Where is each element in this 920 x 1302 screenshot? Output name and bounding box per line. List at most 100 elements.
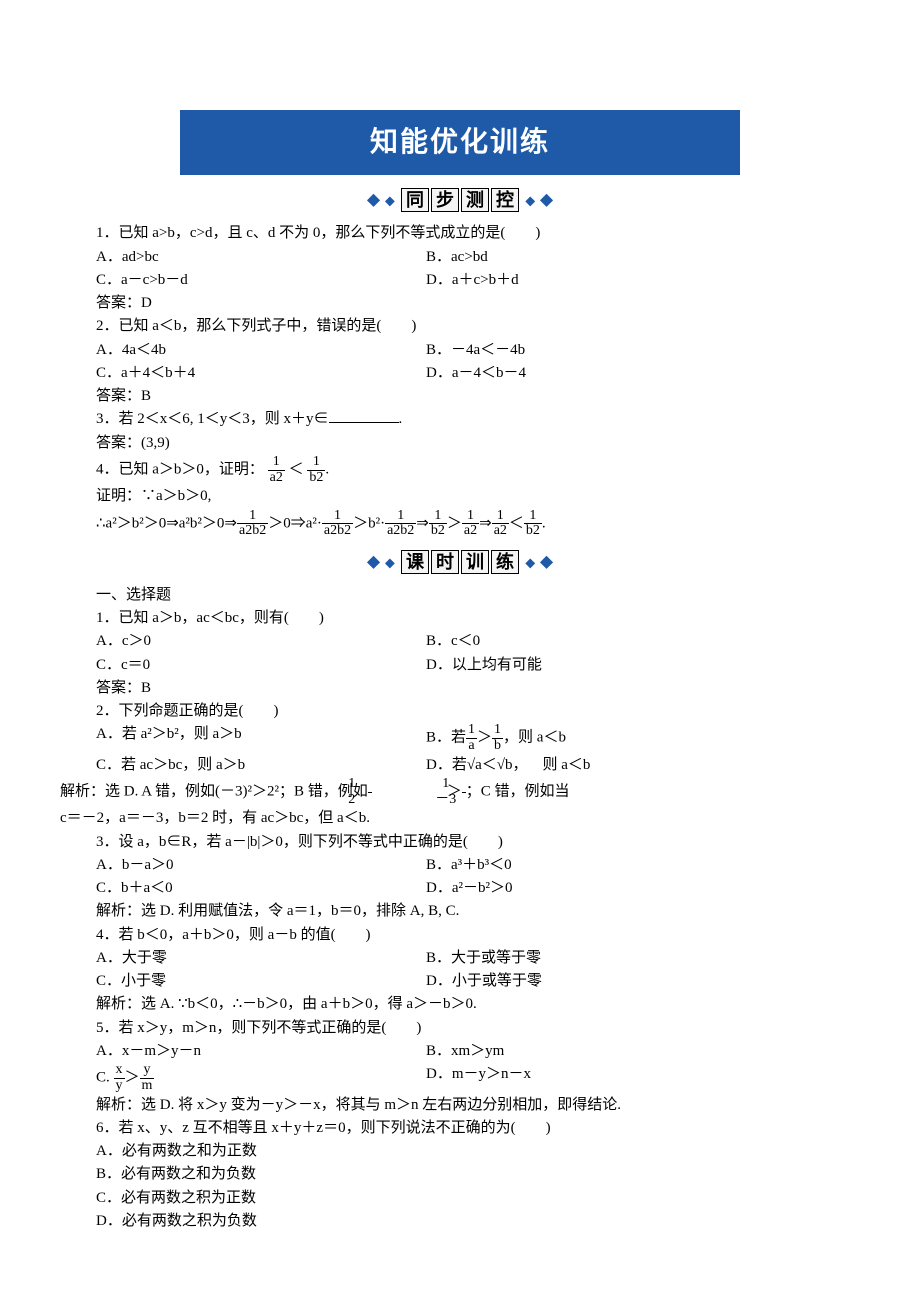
fraction: 1a2b2: [322, 509, 353, 539]
answer: 答案：D: [96, 292, 860, 315]
frac-den: a2b2: [322, 524, 353, 539]
question-stem: 4．已知 a＞b＞0，证明： 1a2 ＜ 1b2.: [96, 455, 860, 485]
text: ；C 错，例如当: [466, 784, 570, 800]
page: 知能优化训练 ◆ ◆ 同步测控 ◆ ◆ 1．已知 a>b，c>d，且 c、d 不…: [0, 0, 920, 1293]
frac-den: b: [492, 739, 503, 754]
option-c: C. xy＞ym: [96, 1063, 426, 1093]
header-char: 步: [431, 188, 459, 212]
subsection-label: 一、选择题: [96, 584, 860, 607]
frac-num: 1: [322, 509, 353, 525]
option-a: A．c＞0: [96, 630, 426, 653]
option-d: D．a＋c>b＋d: [426, 269, 519, 292]
text: ＞: [125, 1070, 140, 1086]
text: B．若: [426, 730, 466, 746]
text: 3．若 2＜x＜6, 1＜y＜3，则 x＋y∈: [96, 411, 329, 427]
header-char: 同: [401, 188, 429, 212]
explanation: 解析：选 D. 利用赋值法，令 a＝1，b＝0，排除 A, B, C.: [96, 900, 860, 923]
frac-num: 1: [524, 509, 542, 525]
question-options: A．必有两数之和为正数 B．必有两数之和为负数 C．必有两数之积为正数 D．必有…: [96, 1140, 860, 1233]
explanation: 解析：选 D. A 错，例如(－3)²＞2²；B 错，例如12 ＞1－3；C 错…: [60, 777, 860, 807]
frac-num: 1: [307, 455, 325, 471]
frac-den: a2: [492, 524, 509, 539]
option-b: B．若1a＞1b，则 a＜b: [426, 723, 566, 753]
fraction: 1b: [492, 723, 503, 753]
option-d: D．小于或等于零: [426, 970, 542, 993]
question-options: A．x－m＞y－nB．xm＞ym C. xy＞ym D．m－y＞n－x: [96, 1040, 860, 1094]
text: C.: [96, 1070, 114, 1086]
option-d: D．a－4＜b－4: [426, 362, 526, 385]
option-b: B．c＜0: [426, 630, 480, 653]
frac-den: a: [466, 739, 477, 754]
diamond-icon: ◆: [367, 553, 379, 570]
frac-den: b2: [307, 471, 325, 486]
question-options: A．c＞0B．c＜0 C．c＝0D．以上均有可能: [96, 630, 860, 677]
header-char: 时: [431, 550, 459, 574]
option-b: B．a³＋b³＜0: [426, 854, 512, 877]
question-stem: 1．已知 a>b，c>d，且 c、d 不为 0，那么下列不等式成立的是( ): [96, 222, 860, 245]
diamond-icon: ◆: [540, 553, 552, 570]
text: ＜: [482, 757, 497, 773]
frac-num: 1: [237, 509, 268, 525]
frac-num: 1: [268, 455, 285, 471]
option-a: A．大于零: [96, 947, 426, 970]
option-b: B．－4a＜－4b: [426, 339, 525, 362]
option-c: C．必有两数之积为正数: [96, 1187, 860, 1210]
text: ＞: [477, 730, 492, 746]
frac-num: 1: [385, 509, 416, 525]
option-c: C．b＋a＜0: [96, 877, 426, 900]
option-d: D．a²－b²＞0: [426, 877, 513, 900]
frac-num: 1: [429, 509, 447, 525]
question-stem: 3．设 a，b∈R，若 a－|b|＞0，则下列不等式中正确的是( ): [96, 831, 860, 854]
option-a: A．x－m＞y－n: [96, 1040, 426, 1063]
text: .: [399, 411, 403, 427]
fraction: 1a2: [268, 455, 285, 485]
fill-blank: [329, 422, 399, 423]
text: √a: [467, 757, 482, 773]
frac-num: 1: [368, 777, 372, 793]
question-stem: 5．若 x＞y，m＞n，则下列不等式正确的是( ): [96, 1017, 860, 1040]
option-c: C．小于零: [96, 970, 426, 993]
banner-title: 知能优化训练: [180, 110, 740, 175]
text: ＞0⇒a²·: [268, 515, 322, 531]
fraction: 1a2: [462, 509, 479, 539]
diamond-icon: ◆: [385, 194, 394, 208]
explanation: 解析：选 D. 将 x＞y 变为－y＞－x，将其与 m＞n 左右两边分别相加，即…: [96, 1094, 860, 1117]
question-options: A．4a＜4bB．－4a＜－4b C．a＋4＜b＋4D．a－4＜b－4: [96, 339, 860, 386]
text: ，则 a＜b: [503, 730, 566, 746]
diamond-icon: ◆: [526, 555, 535, 569]
text: ⇒: [479, 515, 492, 531]
diamond-icon: ◆: [526, 194, 535, 208]
question-options: A．若 a²＞b²，则 a＞b B．若1a＞1b，则 a＜b C．若 ac＞bc…: [96, 723, 860, 777]
header-char: 课: [401, 550, 429, 574]
section-header-sync: ◆ ◆ 同步测控 ◆ ◆: [60, 185, 860, 216]
question-options: A．b－a＞0B．a³＋b³＜0 C．b＋a＜0D．a²－b²＞0: [96, 854, 860, 901]
option-d: D．以上均有可能: [426, 654, 542, 677]
text: ＜: [289, 462, 304, 478]
option-d: D．若√a＜√b， 则 a＜b: [426, 754, 590, 777]
option-a: A．4a＜4b: [96, 339, 426, 362]
frac-den: b2: [429, 524, 447, 539]
fraction: 1b2: [307, 455, 325, 485]
diamond-icon: ◆: [540, 192, 552, 209]
frac-num: 1: [492, 509, 509, 525]
option-b: B．大于或等于零: [426, 947, 541, 970]
option-c: C．c＝0: [96, 654, 426, 677]
text: D．若: [426, 757, 467, 773]
question-stem: 2．已知 a＜b，那么下列式子中，错误的是( ): [96, 315, 860, 338]
option-a: A．ad>bc: [96, 246, 426, 269]
answer: 答案：(3,9): [96, 432, 860, 455]
fraction: 1a2b2: [237, 509, 268, 539]
option-b: B．xm＞ym: [426, 1040, 504, 1063]
question-stem: 2．下列命题正确的是( ): [96, 700, 860, 723]
diamond-icon: ◆: [385, 555, 394, 569]
option-c: C．a＋4＜b＋4: [96, 362, 426, 385]
diamond-icon: ◆: [367, 192, 379, 209]
frac-num: y: [140, 1063, 155, 1079]
frac-den: a2b2: [237, 524, 268, 539]
text: ＜: [509, 515, 524, 531]
frac-den: b2: [524, 524, 542, 539]
option-a: A．若 a²＞b²，则 a＞b: [96, 723, 426, 753]
frac-num: 1: [466, 723, 477, 739]
text: .: [325, 462, 329, 478]
frac-num: 1: [492, 723, 503, 739]
